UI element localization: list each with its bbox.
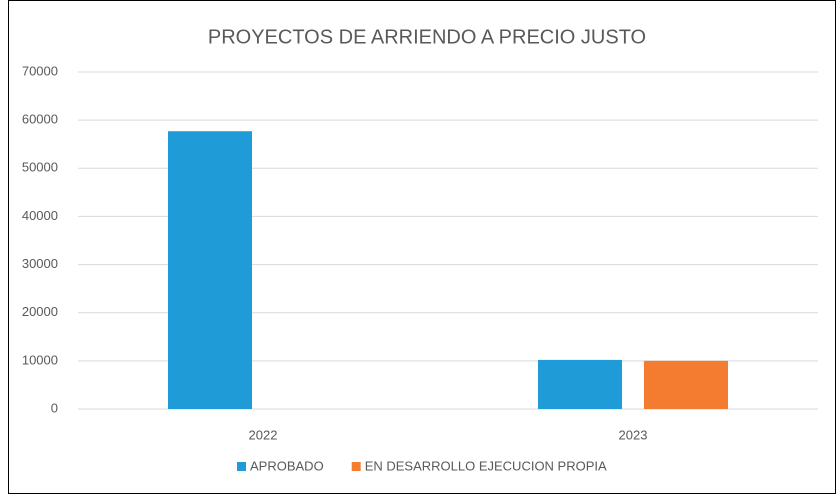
- legend-label: EN DESARROLLO EJECUCION PROPIA: [365, 458, 607, 473]
- y-tick-label: 60000: [22, 112, 58, 127]
- y-tick-label: 20000: [22, 304, 58, 319]
- y-tick-label: 50000: [22, 160, 58, 175]
- y-tick-label: 0: [51, 400, 58, 415]
- y-tick-label: 10000: [22, 352, 58, 367]
- legend-swatch: [237, 462, 246, 471]
- bar: [538, 359, 622, 409]
- legend-label: APROBADO: [250, 458, 324, 473]
- y-tick-label: 30000: [22, 256, 58, 271]
- y-tick-label: 40000: [22, 208, 58, 223]
- x-tick-label: 2023: [619, 427, 648, 442]
- x-tick-label: 2022: [249, 427, 278, 442]
- bar: [168, 131, 252, 410]
- bar: [644, 360, 728, 409]
- y-tick-label: 70000: [22, 63, 58, 78]
- legend-swatch: [351, 462, 361, 471]
- chart-frame: [8, 0, 836, 494]
- chart-title: PROYECTOS DE ARRIENDO A PRECIO JUSTO: [208, 26, 646, 48]
